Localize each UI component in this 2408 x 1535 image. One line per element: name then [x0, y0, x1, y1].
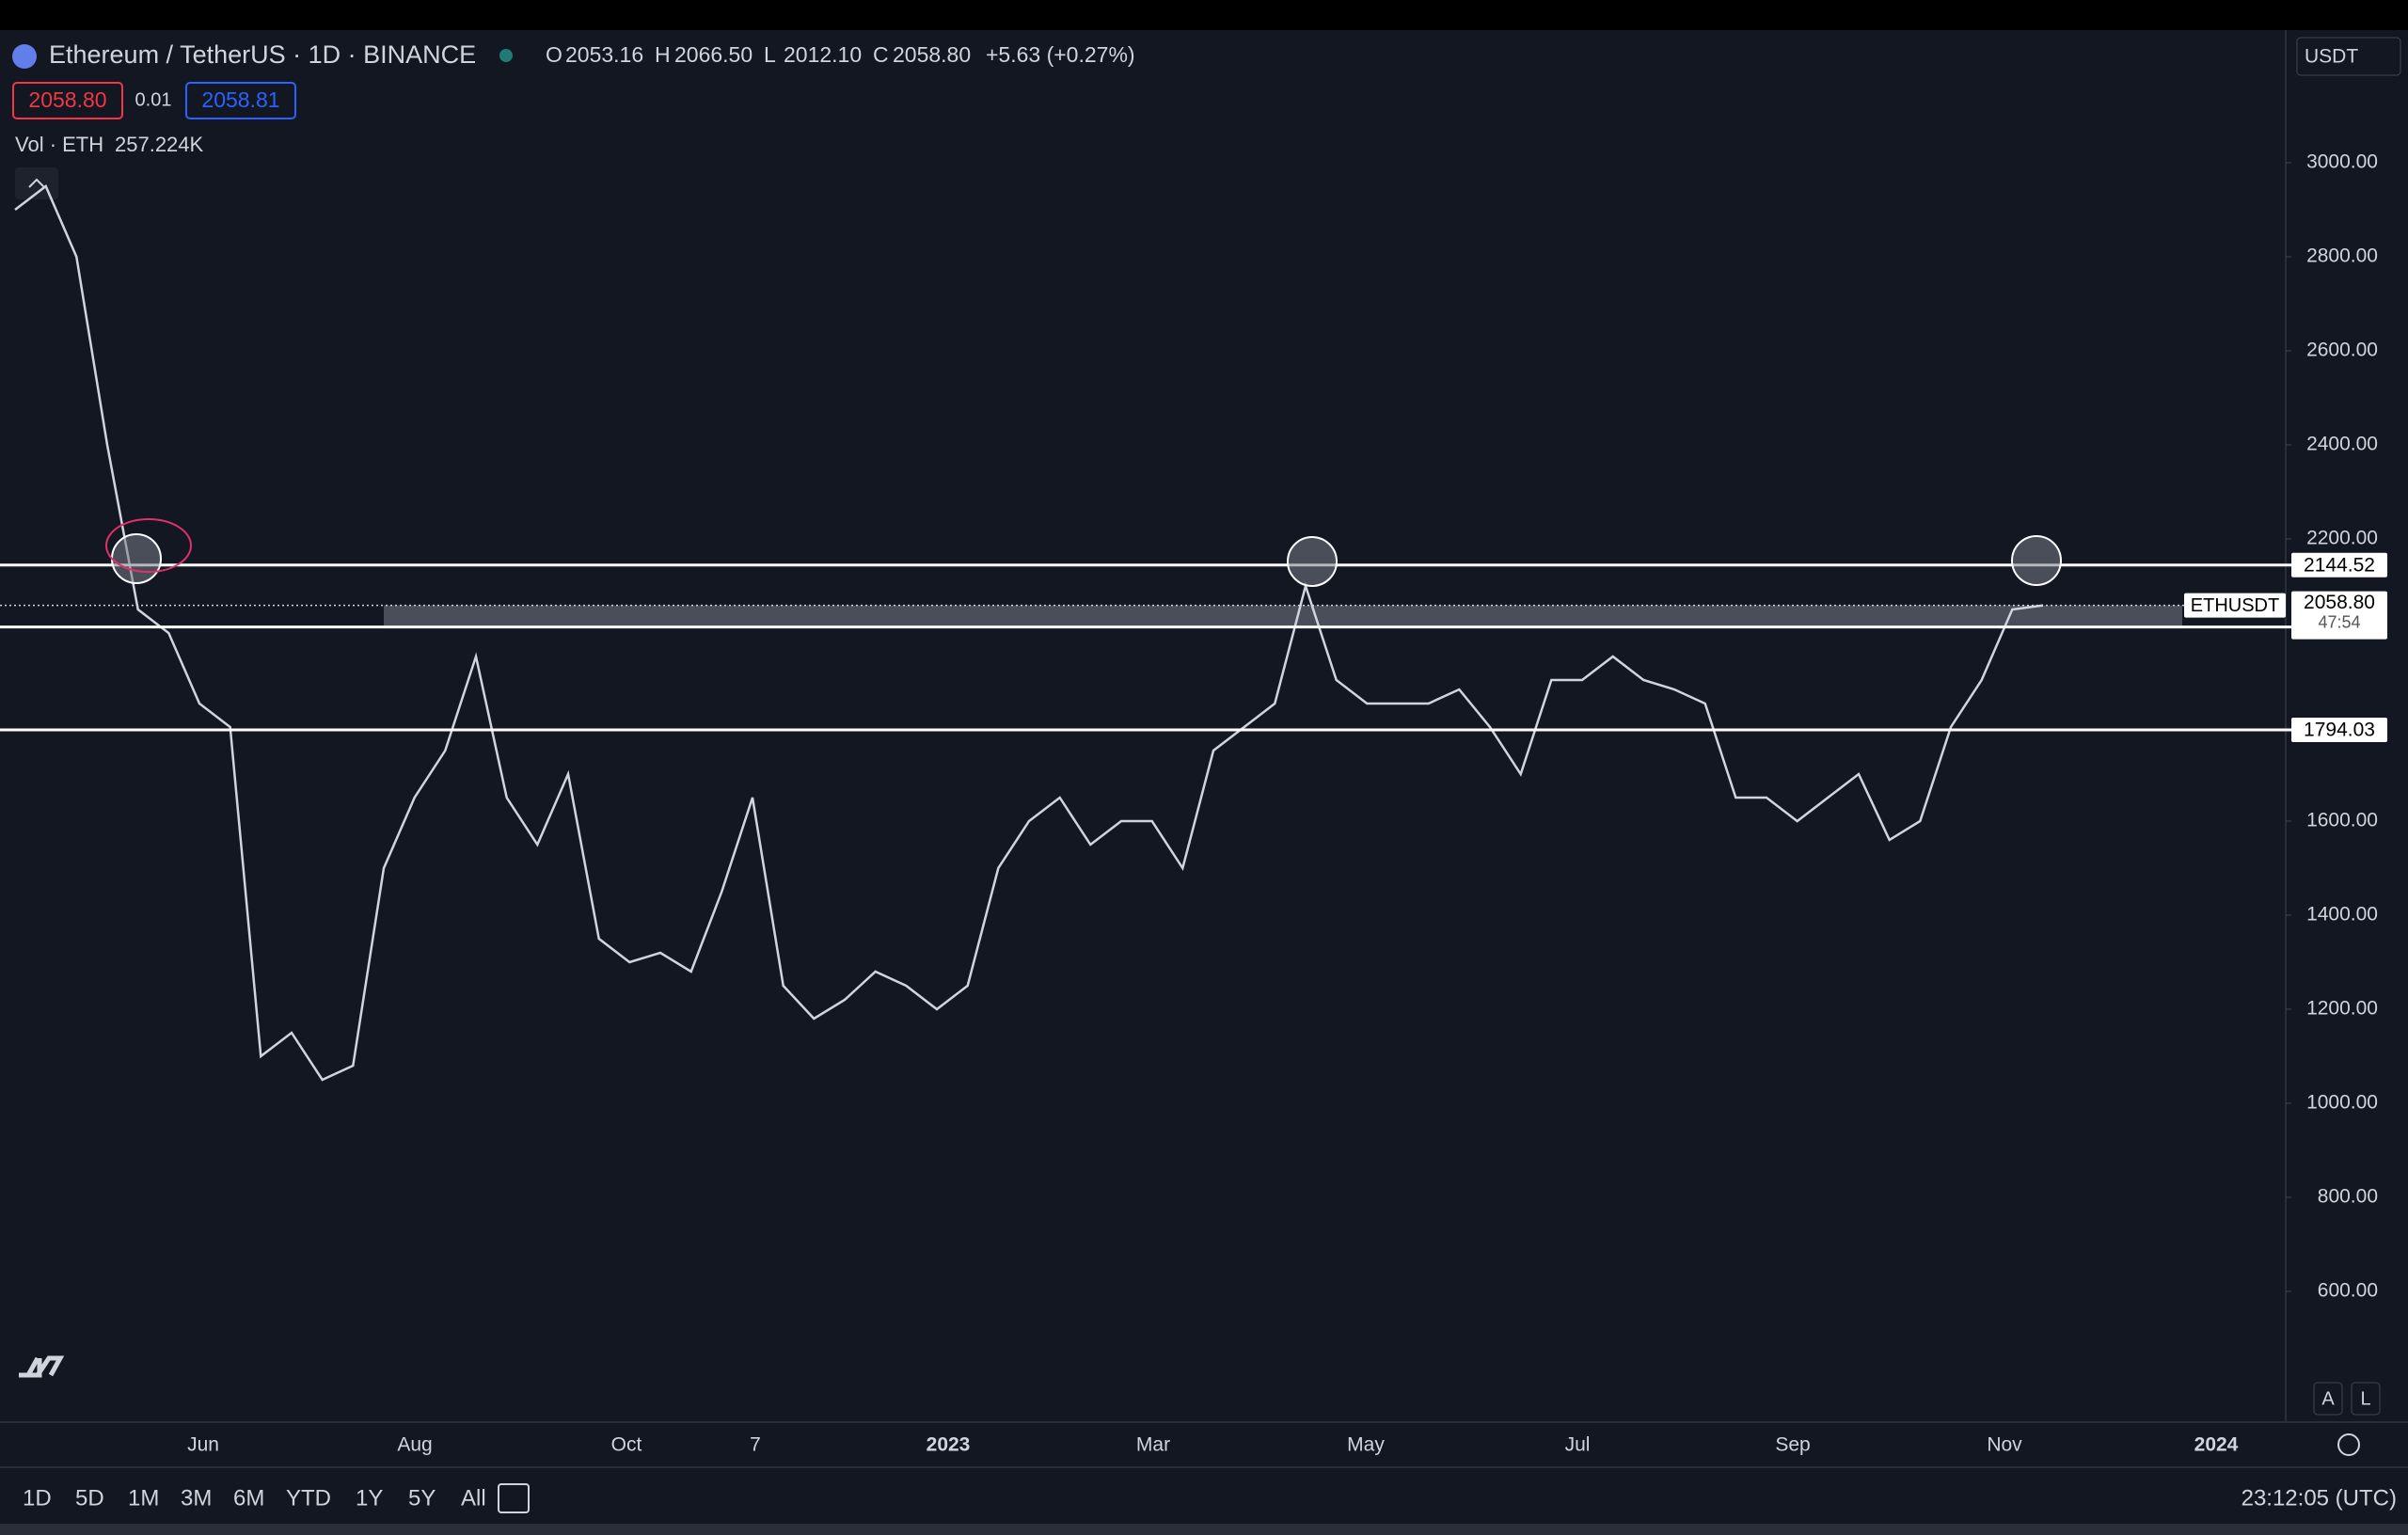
currency-select[interactable]: [2296, 37, 2401, 76]
symbol-badge: [2184, 593, 2286, 618]
sell-button[interactable]: [12, 82, 123, 119]
annotation-circle: [111, 533, 162, 584]
range-button[interactable]: 1M: [128, 1485, 159, 1511]
symbol-logo: [12, 44, 37, 69]
auto-scale-button[interactable]: [2313, 1382, 2343, 1416]
ohlc-key: H: [655, 42, 671, 67]
ohlc-value: 2058.80: [893, 42, 971, 67]
x-tick-label: Aug: [397, 1434, 432, 1456]
date-range-icon[interactable]: [498, 1483, 530, 1513]
range-button[interactable]: 5Y: [408, 1485, 436, 1511]
x-tick-label: Oct: [611, 1434, 642, 1456]
x-tick-label: Jul: [1565, 1434, 1591, 1456]
x-tick-label: 7: [750, 1434, 761, 1456]
x-tick-label: Sep: [1775, 1434, 1810, 1456]
level-badge: [2291, 552, 2387, 578]
ohlc-value: 2012.10: [784, 42, 862, 67]
buy-price[interactable]: 2058.81: [201, 87, 279, 112]
y-tick-label: 1200.00: [2306, 998, 2378, 1020]
settings-icon[interactable]: [2337, 1433, 2360, 1456]
countdown: 47:54: [2318, 612, 2360, 631]
change: +5.63 (+0.27%): [986, 42, 1135, 67]
zone: [384, 605, 2182, 627]
volume: 257.224K: [115, 133, 204, 156]
plot: 600.00 800.00 1000.00 1200.00 1400.00 1600.00…: [0, 30, 2387, 1456]
range-button[interactable]: 5D: [75, 1485, 104, 1511]
buy-button[interactable]: [185, 82, 296, 119]
y-tick-label: 3000.00: [2306, 151, 2378, 173]
range-button[interactable]: YTD: [286, 1485, 331, 1511]
volume-label: Vol · ETH: [15, 133, 103, 156]
level-label: 2144.52: [2304, 554, 2375, 576]
x-tick-label: Mar: [1136, 1434, 1170, 1456]
spread: 0.01: [135, 89, 172, 110]
x-tick-label: May: [1347, 1434, 1385, 1456]
range-button[interactable]: 3M: [181, 1485, 212, 1511]
y-tick-label: 2800.00: [2306, 245, 2378, 267]
top-bar: [0, 0, 2408, 30]
y-tick-label: 800.00: [2318, 1186, 2378, 1208]
y-tick-label: 2400.00: [2306, 434, 2378, 455]
log-scale[interactable]: L: [2360, 1388, 2370, 1409]
level-label: 1794.03: [2304, 720, 2375, 741]
ohlc-key: L: [764, 42, 776, 67]
auto-scale[interactable]: A: [2321, 1388, 2335, 1409]
log-scale-button[interactable]: [2351, 1382, 2381, 1416]
y-tick-label: 1400.00: [2306, 904, 2378, 926]
ohlc-value: 2053.16: [565, 42, 643, 67]
level-badge: [2291, 717, 2387, 742]
symbol-title: Ethereum / TetherUS · 1D · BINANCE: [49, 40, 476, 69]
annotation-circle: [2011, 535, 2062, 586]
x-tick-label: Nov: [1987, 1434, 2022, 1456]
range-button[interactable]: 6M: [233, 1485, 264, 1511]
ohlc-key: C: [873, 42, 889, 67]
x-tick-label: 2024: [2194, 1434, 2239, 1456]
price-line: [14, 184, 2044, 1082]
currency[interactable]: USDT: [2305, 46, 2358, 68]
bottom-edge: [0, 1524, 2408, 1535]
range-button[interactable]: 1Y: [356, 1485, 383, 1511]
range-button[interactable]: 1D: [23, 1485, 52, 1511]
ohlc-key: O: [546, 42, 562, 67]
last-price-badge: [2291, 591, 2387, 635]
collapse-icon: [28, 178, 45, 188]
x-tick-label: Jun: [187, 1434, 219, 1456]
range-buttons: 1D 5D 1M 3M 6M YTD 1Y 5Y All: [23, 1485, 486, 1511]
y-tick-label: 2200.00: [2306, 528, 2378, 549]
ohlc-value: 2066.50: [674, 42, 752, 67]
last-price-label: 2058.80: [2304, 592, 2375, 613]
y-tick-label: 2600.00: [2306, 340, 2378, 361]
y-tick-label: 1000.00: [2306, 1092, 2378, 1114]
x-tick-label: 2023: [927, 1434, 971, 1456]
ohlc: O 2053.16 H 2066.50 L 2012.10 C 2058.80: [546, 42, 971, 67]
logo: [19, 1355, 65, 1378]
clock: 23:12:05 (UTC): [2242, 1485, 2397, 1511]
market-status: [499, 49, 513, 62]
sell-price[interactable]: 2058.80: [28, 87, 106, 112]
range-button[interactable]: All: [461, 1485, 486, 1511]
annotation-ellipse: [105, 518, 192, 573]
symbol-label: ETHUSDT: [2191, 595, 2279, 616]
y-tick-label: 600.00: [2318, 1280, 2378, 1302]
y-tick-label: 1600.00: [2306, 810, 2378, 831]
annotation-circle: [1287, 536, 1338, 587]
